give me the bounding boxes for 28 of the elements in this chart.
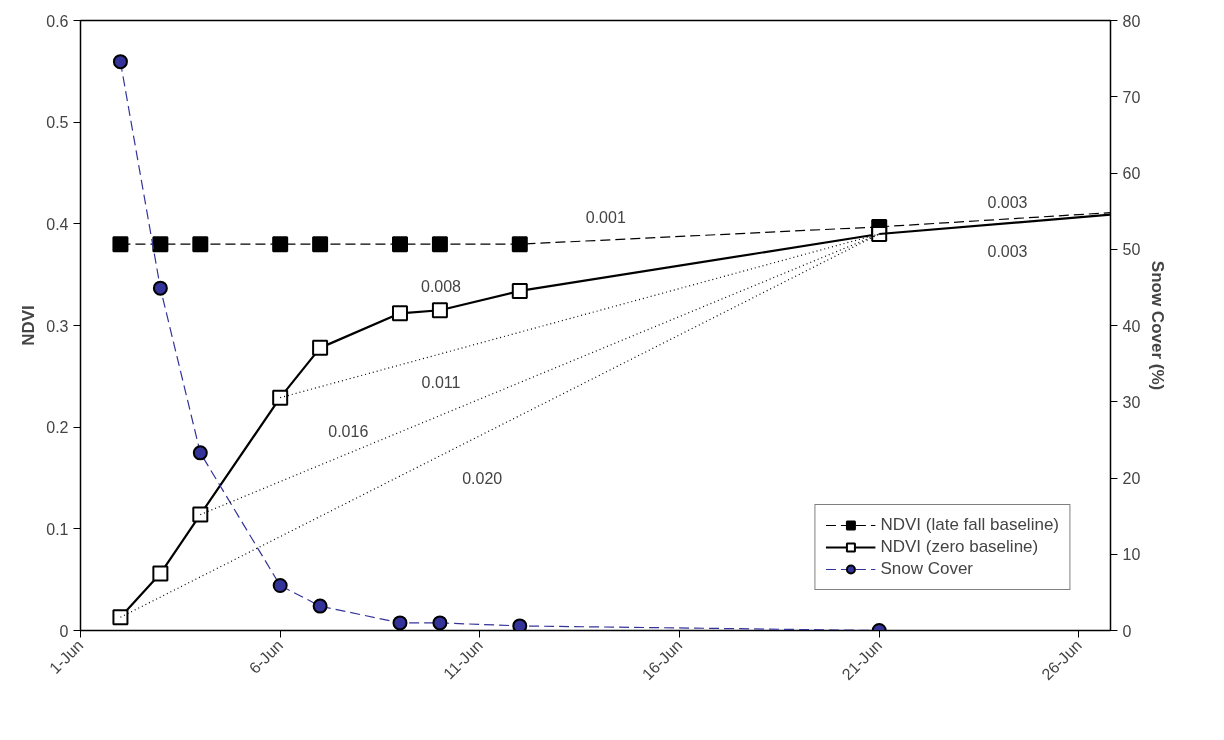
y-tick-label: 0 [59,622,69,640]
y2-tick-label: 0 [1122,622,1132,640]
y-tick-label: 0.6 [46,12,69,30]
legend-label: NDVI (late fall baseline) [880,515,1059,535]
y2-tick-label: 40 [1122,317,1141,335]
y2-tick-label: 80 [1122,12,1141,30]
y2-tick-label: 50 [1122,241,1141,259]
y-tick-label: 0.4 [46,215,69,233]
legend-label: NDVI (zero baseline) [880,537,1039,557]
annotation: 0.020 [462,470,503,487]
y2-tick-label: 30 [1122,393,1141,411]
y-tick-label: 0.3 [46,317,69,335]
y2-tick-label: 20 [1122,470,1141,487]
annotation: 0.008 [420,277,462,295]
y-tick-label: 0.2 [46,419,69,437]
annotation: 0.003 [987,193,1028,211]
annotation: 0.001 [585,208,626,226]
y2-tick-label: 70 [1122,88,1141,106]
y2-axis-title: Snow Cover (%) [1148,260,1168,391]
y-tick-label: 0.5 [46,114,69,132]
y-axis-title: NDVI [19,305,39,346]
annotation: 0.011 [421,374,461,392]
annotation: 0.003 [987,243,1028,261]
legend-label: Snow Cover [880,559,974,579]
y-tick-label: 0.1 [46,520,69,538]
y2-tick-label: 10 [1122,546,1141,564]
y2-tick-label: 60 [1122,165,1141,182]
annotation: 0.016 [328,423,369,441]
